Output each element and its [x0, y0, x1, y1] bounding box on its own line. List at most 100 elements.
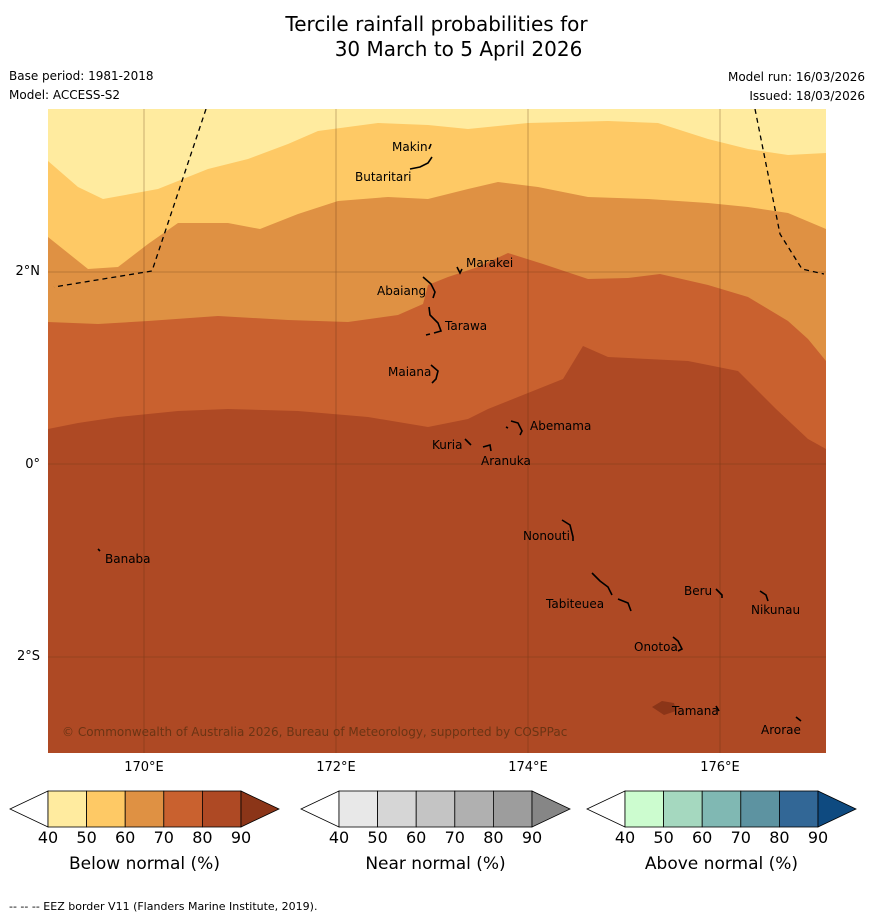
lon-label-170e: 170°E [124, 760, 164, 775]
island-outlines [97, 143, 802, 722]
colorbar-near-seg-50 [377, 790, 417, 828]
arorae-outline [795, 716, 802, 722]
eez-footnote: -- -- -- EEZ border V11 (Flanders Marine… [9, 900, 318, 913]
colorbar-below-label: Below normal (%) [69, 854, 220, 874]
island-label-tabiteuea: Tabiteuea [545, 597, 604, 611]
lat-label-0: 0° [25, 457, 40, 472]
colorbar-above-tick-60: 60 [692, 828, 713, 847]
island-label-arorae: Arorae [761, 723, 801, 737]
colorbar-above-seg-70 [740, 790, 780, 828]
aranuka-outline [482, 443, 492, 452]
lat-label-2n: 2°N [15, 264, 41, 279]
colorbar-above-over [817, 790, 857, 828]
colorbar-near-tick-40: 40 [328, 828, 350, 847]
colorbar-below-tick-40: 40 [37, 828, 59, 847]
colorbar-near-over [531, 790, 571, 828]
copyright-text: © Commonwealth of Australia 2026, Bureau… [62, 725, 567, 739]
island-labels: Makin Butaritari Marakei Abaiang Tarawa … [105, 140, 801, 737]
band-40-50 [48, 109, 826, 199]
colorbar-near-tick-50: 50 [367, 828, 388, 847]
colorbar-above-tick-90: 90 [807, 828, 829, 847]
beru-outline [715, 588, 723, 598]
island-label-abaiang: Abaiang [377, 284, 426, 298]
abemama-outline [505, 420, 523, 436]
colorbar-below-tick-70: 70 [153, 828, 174, 847]
probability-map: Makin Butaritari Marakei Abaiang Tarawa … [48, 109, 826, 753]
island-label-butaritari: Butaritari [355, 170, 412, 184]
chart-title-line1: Tercile rainfall probabilities for [285, 12, 588, 36]
island-label-tarawa: Tarawa [444, 319, 487, 333]
colorbar-below-seg-70 [163, 790, 203, 828]
banaba-outline [97, 548, 101, 552]
colorbar-below-under [9, 790, 49, 828]
lon-label-176e: 176°E [700, 760, 740, 775]
colorbar-below-tick-90: 90 [230, 828, 252, 847]
colorbar-above-seg-80 [778, 790, 819, 828]
butaritari-outline [409, 156, 433, 170]
colorbar-near-label: Near normal (%) [365, 854, 506, 874]
colorbar-near-seg-80 [492, 790, 533, 828]
colorbar-above-tick-50: 50 [653, 828, 674, 847]
colorbar-above-tick-40: 40 [614, 828, 636, 847]
island-label-beru: Beru [684, 584, 712, 598]
colorbar-below-tick-50: 50 [76, 828, 97, 847]
island-label-nonouti: Nonouti [523, 529, 570, 543]
island-label-tamana: Tamana [671, 704, 719, 718]
colorbar-below-over [240, 790, 280, 828]
colorbar-near-seg-70 [454, 790, 494, 828]
colorbar-above-label: Above normal (%) [644, 854, 799, 874]
chart-title-line2: 30 March to 5 April 2026 [334, 37, 583, 61]
colorbar-above-seg-40 [624, 790, 664, 828]
lon-label-174e: 174°E [508, 760, 548, 775]
tabiteuea-outline [591, 572, 632, 612]
maiana-outline [430, 364, 439, 384]
colorbar-above-seg-50 [663, 790, 703, 828]
colorbar-near-seg-60 [415, 790, 456, 828]
colorbar-above [586, 790, 857, 828]
tamana-outline [715, 705, 720, 712]
island-label-abemama: Abemama [530, 419, 591, 433]
base-period: Base period: 1981-2018 [9, 69, 154, 83]
issued-date: Issued: 18/03/2026 [749, 89, 865, 103]
nikunau-outline [759, 590, 769, 602]
colorbar-near [300, 790, 571, 828]
colorbar-below-tick-60: 60 [115, 828, 136, 847]
colorbar-below [9, 790, 280, 828]
island-label-kuria: Kuria [432, 438, 463, 452]
colorbar-near-tick-90: 90 [521, 828, 543, 847]
colorbar-above-tick-70: 70 [730, 828, 751, 847]
colorbar-below-seg-50 [86, 790, 126, 828]
island-label-banaba: Banaba [105, 552, 151, 566]
lat-label-2s: 2°S [16, 649, 40, 664]
island-label-onotoa: Onotoa [634, 640, 678, 654]
abaiang-outline [422, 276, 436, 299]
colorbar-near-tick-60: 60 [406, 828, 427, 847]
graticule [48, 109, 826, 753]
colorbar-above-tick-80: 80 [769, 828, 790, 847]
colorbar-below-tick-80: 80 [192, 828, 213, 847]
island-label-maiana: Maiana [388, 365, 431, 379]
colorbar-near-seg-40 [338, 790, 378, 828]
island-label-marakei: Marakei [466, 256, 513, 270]
model-name: Model: ACCESS-S2 [9, 88, 121, 102]
band-90-blob [652, 701, 676, 715]
colorbar-above-seg-60 [701, 790, 742, 828]
colorbar-near-under [300, 790, 340, 828]
tarawa-outline [425, 306, 443, 336]
island-label-nikunau: Nikunau [751, 603, 800, 617]
colorbar-below-seg-60 [124, 790, 165, 828]
eez-border [53, 109, 825, 288]
marakei-outline [456, 266, 463, 275]
makin-outline [428, 143, 432, 150]
kuria-outline [464, 438, 472, 446]
island-label-aranuka: Aranuka [481, 454, 531, 468]
nonouti-outline [561, 519, 574, 541]
colorbar-below-seg-40 [47, 790, 87, 828]
colorbar-above-under [586, 790, 626, 828]
onotoa-outline [672, 636, 684, 652]
lon-label-172e: 172°E [316, 760, 356, 775]
colorbar-below-seg-80 [201, 790, 242, 828]
colorbar-near-tick-80: 80 [483, 828, 504, 847]
island-label-makin: Makin [392, 140, 428, 154]
colorbar-near-tick-70: 70 [444, 828, 465, 847]
